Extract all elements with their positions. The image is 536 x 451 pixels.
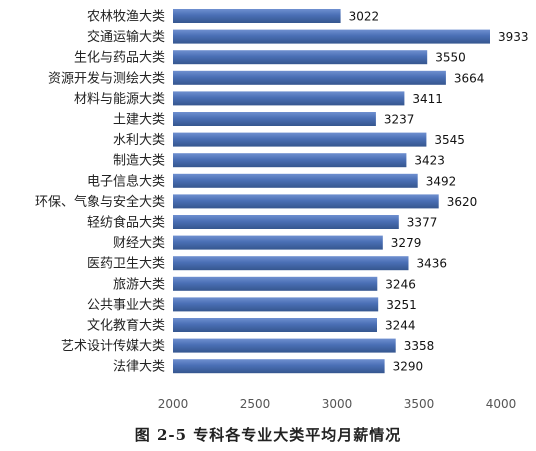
bar-chart: 农林牧渔大类交通运输大类生化与药品大类资源开发与测绘大类材料与能源大类土建大类水… bbox=[35, 9, 529, 411]
value-label: 3358 bbox=[404, 339, 435, 353]
x-axis-ticks: 2000 2500 3000 3500 4000 bbox=[158, 397, 517, 411]
bar bbox=[173, 91, 405, 106]
bar bbox=[173, 194, 439, 209]
category-label: 电子信息大类 bbox=[87, 173, 165, 189]
chart-caption: 图 2-5 专科各专业大类平均月薪情况 bbox=[134, 426, 402, 444]
value-label: 3377 bbox=[407, 216, 438, 230]
bar bbox=[173, 359, 385, 374]
category-label: 轻纺食品大类 bbox=[87, 215, 165, 231]
bar bbox=[173, 215, 399, 229]
bar bbox=[173, 338, 396, 353]
value-label: 3436 bbox=[417, 257, 448, 271]
bar bbox=[173, 297, 379, 312]
category-label: 旅游大类 bbox=[113, 277, 165, 292]
category-label: 财经大类 bbox=[113, 236, 165, 251]
value-label: 3620 bbox=[447, 195, 478, 209]
value-label: 3237 bbox=[384, 113, 415, 127]
value-label: 3279 bbox=[391, 236, 422, 250]
bar bbox=[173, 235, 383, 250]
category-label: 文化教育大类 bbox=[87, 318, 165, 334]
bar bbox=[173, 173, 418, 188]
value-label: 3545 bbox=[434, 133, 465, 147]
value-label: 3290 bbox=[393, 360, 424, 374]
bar bbox=[173, 132, 427, 147]
bar bbox=[173, 318, 377, 332]
value-label: 3933 bbox=[498, 30, 529, 44]
bar bbox=[173, 276, 378, 291]
category-label: 制造大类 bbox=[113, 154, 165, 169]
value-label: 3664 bbox=[454, 71, 485, 85]
category-label: 公共事业大类 bbox=[87, 298, 165, 313]
x-tick-label: 3000 bbox=[322, 397, 353, 411]
category-label: 生化与药品大类 bbox=[74, 51, 165, 66]
bar bbox=[173, 112, 376, 126]
value-label: 3251 bbox=[386, 298, 417, 312]
x-tick-label: 2000 bbox=[158, 397, 189, 411]
bar bbox=[173, 29, 490, 44]
bars-layer bbox=[173, 9, 490, 374]
value-label: 3423 bbox=[414, 154, 445, 168]
category-label: 环保、气象与安全大类 bbox=[35, 194, 165, 210]
category-label: 法律大类 bbox=[113, 360, 165, 375]
bar bbox=[173, 70, 446, 85]
bar bbox=[173, 256, 409, 271]
value-label: 3022 bbox=[349, 10, 380, 24]
value-labels: 3022 3933 3550 3664 3411 3237 3545 3423 3492 3620… bbox=[349, 10, 529, 374]
value-label: 3550 bbox=[435, 51, 466, 65]
x-tick-label: 3500 bbox=[404, 397, 435, 411]
value-label: 3246 bbox=[385, 277, 416, 291]
category-label: 艺术设计传媒大类 bbox=[61, 339, 165, 354]
bar bbox=[173, 153, 407, 168]
category-label: 医药卫生大类 bbox=[87, 257, 165, 272]
bar bbox=[173, 9, 341, 23]
category-label: 资源开发与测绘大类 bbox=[48, 70, 165, 86]
category-label: 农林牧渔大类 bbox=[87, 10, 165, 25]
category-label: 交通运输大类 bbox=[87, 29, 165, 45]
category-labels: 农林牧渔大类交通运输大类生化与药品大类资源开发与测绘大类材料与能源大类土建大类水… bbox=[35, 10, 165, 375]
value-label: 3492 bbox=[426, 174, 457, 188]
category-label: 土建大类 bbox=[113, 113, 165, 128]
x-tick-label: 4000 bbox=[486, 397, 517, 411]
category-label: 水利大类 bbox=[113, 133, 165, 148]
category-label: 材料与能源大类 bbox=[74, 92, 165, 107]
x-tick-label: 2500 bbox=[240, 397, 271, 411]
value-label: 3411 bbox=[412, 92, 443, 106]
bar bbox=[173, 50, 428, 65]
value-label: 3244 bbox=[385, 319, 416, 333]
